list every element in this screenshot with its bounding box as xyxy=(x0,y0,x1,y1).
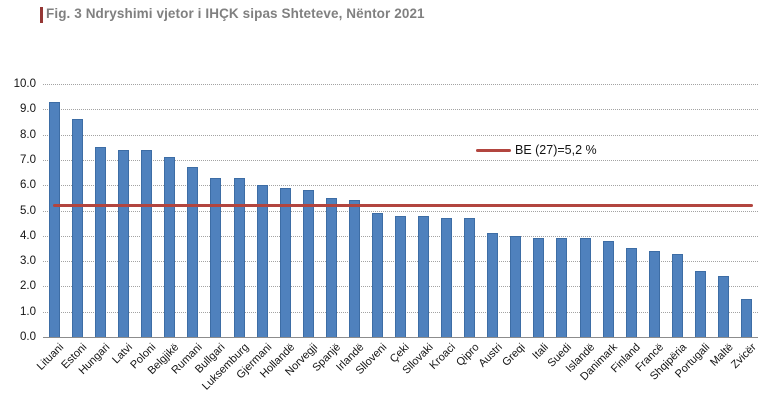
y-axis-tick-label: 9.0 xyxy=(20,103,36,115)
bar-sllovaki xyxy=(418,216,429,337)
y-axis-tick-label: 6.0 xyxy=(20,179,36,191)
bar-austri xyxy=(487,233,498,337)
y-axis-tick-label: 2.0 xyxy=(20,280,36,292)
bar-zvicër xyxy=(741,299,752,337)
gridline xyxy=(43,185,758,186)
x-axis-label: Lituani xyxy=(34,341,67,373)
chart-title: Fig. 3 Ndryshimi vjetor i IHÇK sipas Sht… xyxy=(46,6,425,21)
x-axis-label: Greqi xyxy=(500,341,528,369)
bar-hungari xyxy=(95,147,106,337)
bar-francë xyxy=(649,251,660,337)
bar-hollandë xyxy=(280,188,291,337)
bar-norvegji xyxy=(303,190,314,337)
x-axis-label: Qipro xyxy=(453,341,482,369)
gridline xyxy=(43,211,758,212)
bar-gjermani xyxy=(257,185,268,337)
legend-label: BE (27)=5,2 % xyxy=(515,143,597,157)
x-axis-line xyxy=(43,337,758,338)
bar-danimark xyxy=(603,241,614,337)
bar-spanjë xyxy=(326,198,337,337)
bar-estoni xyxy=(72,119,83,337)
bar-rumani xyxy=(187,167,198,337)
bar-qipro xyxy=(464,218,475,337)
bar-islandë xyxy=(580,238,591,337)
bar-shqipëria xyxy=(672,254,683,337)
bar-luksemburg xyxy=(234,178,245,337)
x-axis-label: Zvicër xyxy=(728,341,759,371)
bar-portugali xyxy=(695,271,706,337)
bar-latvi xyxy=(118,150,129,337)
bar-slloveni xyxy=(372,213,383,337)
gridline xyxy=(43,109,758,110)
bar-kroaci xyxy=(441,218,452,337)
bar-itali xyxy=(533,238,544,337)
y-axis-tick-label: 5.0 xyxy=(20,205,36,217)
bar-çeki xyxy=(395,216,406,337)
reference-line xyxy=(53,204,753,207)
bar-irlandë xyxy=(349,200,360,337)
bar-greqi xyxy=(510,236,521,337)
y-axis-tick-label: 8.0 xyxy=(20,129,36,141)
bar-lituani xyxy=(49,102,60,337)
x-axis-label: Austri xyxy=(476,341,505,370)
y-axis-tick-label: 3.0 xyxy=(20,255,36,267)
title-accent-bar xyxy=(40,7,43,23)
bar-bullgari xyxy=(210,178,221,337)
bar-belgjikë xyxy=(164,157,175,337)
bar-poloni xyxy=(141,150,152,337)
bar-finland xyxy=(626,248,637,337)
gridline xyxy=(43,84,758,85)
gridline xyxy=(43,160,758,161)
bar-suedi xyxy=(556,238,567,337)
gridline xyxy=(43,135,758,136)
y-axis-tick-label: 0.0 xyxy=(20,331,36,343)
y-axis-tick-label: 4.0 xyxy=(20,230,36,242)
y-axis-tick-label: 1.0 xyxy=(20,306,36,318)
y-axis-tick-label: 10.0 xyxy=(13,78,36,90)
y-axis-tick-label: 7.0 xyxy=(20,154,36,166)
bar-maltë xyxy=(718,276,729,337)
legend-line-swatch xyxy=(476,149,511,152)
